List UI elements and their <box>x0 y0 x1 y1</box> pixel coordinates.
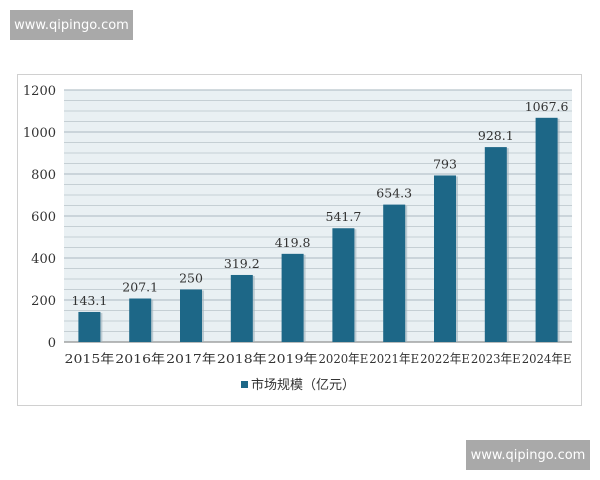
bar <box>230 274 253 342</box>
data-label: 1067.6 <box>525 99 569 114</box>
legend-label: 市场规模（亿元） <box>251 377 355 393</box>
y-tick-label: 600 <box>31 210 56 225</box>
bar <box>78 311 101 342</box>
data-label: 207.1 <box>122 280 158 295</box>
x-tick-label: 2019年 <box>268 351 318 366</box>
bar <box>383 204 406 342</box>
bar <box>180 289 202 342</box>
data-label: 793 <box>433 156 457 171</box>
x-tick-label: 2020年E <box>319 351 369 366</box>
x-tick-label: 2016年 <box>115 351 165 366</box>
data-label: 250 <box>179 271 203 286</box>
y-tick-label: 200 <box>31 294 56 309</box>
x-tick-label: 2021年E <box>369 351 419 366</box>
watermark-top: www.qipingo.com <box>10 10 133 40</box>
y-tick-label: 1000 <box>23 126 56 141</box>
data-label: 419.8 <box>275 235 311 250</box>
bar <box>129 298 152 342</box>
data-label: 654.3 <box>376 186 412 201</box>
bar <box>434 175 456 342</box>
x-tick-label: 2017年 <box>166 351 216 366</box>
bar <box>332 228 355 342</box>
x-tick-label: 2024年E <box>522 351 572 366</box>
bar <box>484 147 507 342</box>
data-label: 143.1 <box>72 293 108 308</box>
watermark-bottom: www.qipingo.com <box>466 440 590 470</box>
data-label: 319.2 <box>224 256 260 271</box>
legend-swatch <box>241 381 248 388</box>
y-tick-label: 1200 <box>23 84 56 99</box>
x-tick-label: 2023年E <box>471 351 521 366</box>
bar <box>281 253 304 342</box>
x-tick-label: 2018年 <box>217 351 267 366</box>
y-tick-label: 400 <box>31 252 56 267</box>
data-label: 541.7 <box>326 209 362 224</box>
x-tick-label: 2015年 <box>65 351 115 366</box>
x-tick-label: 2022年E <box>420 351 470 366</box>
y-tick-label: 800 <box>31 168 56 183</box>
bar <box>535 117 558 342</box>
y-tick-label: 0 <box>48 336 56 351</box>
data-label: 928.1 <box>478 128 514 143</box>
